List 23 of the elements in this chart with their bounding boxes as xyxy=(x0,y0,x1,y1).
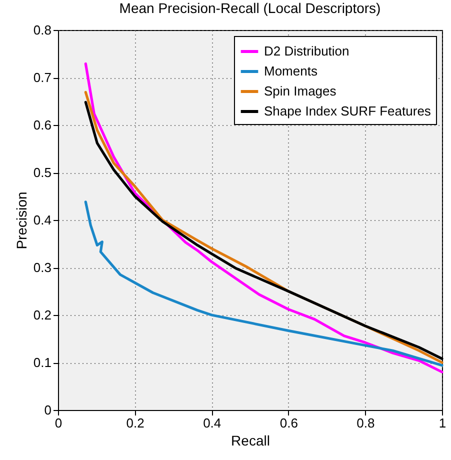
x-tick-label: 1 xyxy=(438,416,446,430)
line-series xyxy=(84,200,444,367)
x-tick-label: 0.4 xyxy=(203,416,222,430)
legend-label: Spin Images xyxy=(264,84,337,98)
y-tick-label: 0.7 xyxy=(33,70,52,85)
y-tick-label: 0.6 xyxy=(33,118,52,132)
x-axis-title: Recall xyxy=(231,432,270,448)
chart-title: Mean Precision-Recall (Local Descriptors) xyxy=(119,0,381,16)
y-tick-label: 0.5 xyxy=(33,165,52,180)
legend-label: D2 Distribution xyxy=(264,44,350,58)
y-tick-label: 0.2 xyxy=(33,308,52,322)
x-tick-label: 0.6 xyxy=(280,416,298,430)
y-tick-label: 0 xyxy=(44,402,52,418)
y-axis-title: Precision xyxy=(13,192,30,250)
x-tick-label: 0 xyxy=(54,416,62,430)
x-tick-label: 0.8 xyxy=(356,416,375,430)
y-tick-label: 0.8 xyxy=(33,22,52,38)
legend-label: Shape Index SURF Features xyxy=(264,104,432,118)
y-tick-label: 0.1 xyxy=(33,355,52,370)
x-tick-label: 0.2 xyxy=(126,416,144,430)
y-tick-label: 0.3 xyxy=(33,260,52,275)
y-tick-label: 0.4 xyxy=(33,212,52,228)
legend-label: Moments xyxy=(264,64,318,78)
